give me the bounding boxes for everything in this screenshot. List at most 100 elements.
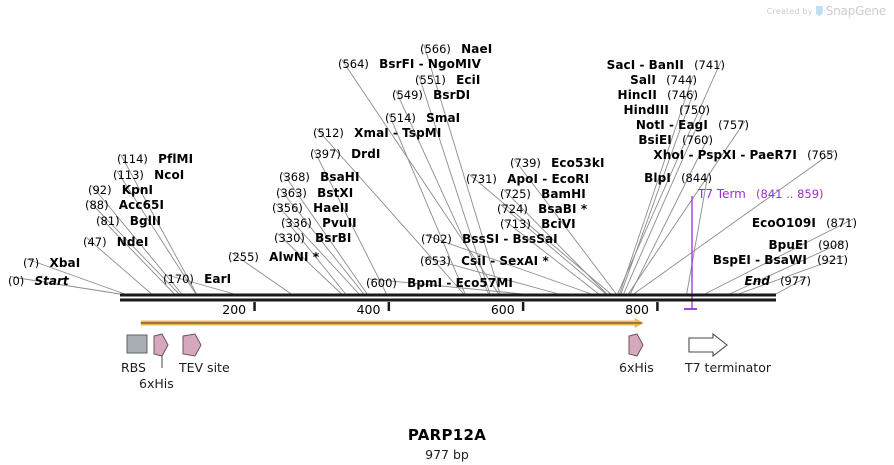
enzyme-site-position: (765) [807, 148, 838, 162]
enzyme-site-label[interactable]: BlpI (844) [644, 169, 712, 185]
enzyme-site-label[interactable]: BsiEI (760) [638, 131, 713, 147]
ruler-tick [521, 302, 525, 311]
enzyme-name: HincII [617, 88, 657, 102]
enzyme-site-label[interactable]: (368) BsaHI [279, 168, 360, 184]
enzyme-name: HaeII [313, 201, 349, 215]
enzyme-site-label[interactable]: (549) BsrDI [392, 86, 470, 102]
leader-line [418, 75, 491, 295]
t7-term-label[interactable]: T7 Term (841 .. 859) [698, 185, 824, 201]
enzyme-name: EagI [678, 118, 708, 132]
enzyme-name-separator: - [414, 57, 428, 71]
backbone-line-bottom [120, 298, 776, 302]
enzyme-name: XbaI [49, 256, 81, 270]
enzyme-site-position: (702) [421, 232, 452, 246]
feature-caption: 6xHis [619, 360, 654, 375]
enzyme-site-position: (871) [826, 216, 857, 230]
enzyme-site-label[interactable]: (653) CsiI - SexAI * [420, 252, 549, 268]
enzyme-name: NgoMIV [427, 57, 481, 71]
enzyme-site-label[interactable]: (731) ApoI - EcoRI [466, 170, 589, 186]
feature-glyph-arrow[interactable] [182, 333, 202, 357]
ruler-tick-label: 200 [222, 302, 247, 317]
enzyme-name: BsrFI [379, 57, 415, 71]
leader-line [341, 59, 500, 295]
enzyme-name: BssSI [462, 232, 500, 246]
enzyme-name: BsaWI [764, 253, 807, 267]
enzyme-name: EcoRI [551, 172, 590, 186]
enzyme-site-label[interactable]: (725) BamHI [500, 185, 586, 201]
enzyme-site-label[interactable]: (363) BstXI [276, 184, 353, 200]
ruler-tick-label: 400 [356, 302, 381, 317]
leader-line [513, 158, 617, 295]
enzyme-site-position: (113) [113, 168, 144, 182]
enzyme-name: ApoI [507, 172, 539, 186]
enzyme-site-position: (7) [23, 256, 40, 270]
enzyme-site-label[interactable]: (114) PflMI [117, 150, 193, 166]
enzyme-site-label[interactable]: (92) KpnI [88, 181, 153, 197]
enzyme-name: Acc65I [118, 198, 165, 212]
enzyme-site-label[interactable]: (512) XmaI - TspMI [313, 124, 441, 140]
enzyme-name: Start [34, 274, 69, 288]
enzyme-site-label[interactable]: (702) BssSI - BssSaI [421, 230, 558, 246]
enzyme-site-label[interactable]: HindIII (750) [624, 101, 711, 117]
enzyme-site-label[interactable]: (566) NaeI [420, 40, 492, 56]
enzyme-site-label[interactable]: (47) NdeI [83, 233, 148, 249]
enzyme-site-label[interactable]: (113) NcoI [113, 166, 184, 182]
enzyme-name: BsrBI [315, 231, 352, 245]
enzyme-site-label[interactable]: (255) AlwNI * [228, 248, 319, 264]
leader-line [279, 188, 365, 295]
enzyme-site-label[interactable]: (7) XbaI [23, 254, 80, 270]
enzyme-site-label[interactable]: XhoI - PspXI - PaeR7I (765) [653, 146, 838, 162]
enzyme-site-position: (713) [500, 217, 531, 231]
leader-line [369, 278, 523, 295]
enzyme-site-label[interactable]: NotI - EagI (757) [636, 116, 749, 132]
enzyme-site-position: (114) [117, 152, 148, 166]
leader-line [395, 90, 490, 295]
enzyme-site-label[interactable]: (551) EciI [415, 71, 480, 87]
enzyme-site-label[interactable]: (739) Eco53kI [510, 154, 605, 170]
enzyme-site-label[interactable]: (713) BciVI [500, 215, 576, 231]
leader-line [86, 237, 152, 295]
enzyme-site-label[interactable]: (81) BglII [96, 212, 161, 228]
enzyme-name: EcoO109I [751, 216, 816, 230]
enzyme-name: NotI [635, 118, 665, 132]
enzyme-name: NcoI [154, 168, 185, 182]
enzyme-site-label[interactable]: BpuEI (908) [768, 236, 849, 252]
enzyme-site-label[interactable]: (170) EarI [163, 270, 231, 286]
enzyme-site-label[interactable]: (564) BsrFI - NgoMIV [338, 55, 481, 71]
enzyme-site-label[interactable]: EcoO109I (871) [752, 214, 857, 230]
feature-glyph-arrow[interactable] [153, 333, 169, 357]
enzyme-site-label[interactable]: End (977) [745, 272, 811, 288]
enzyme-site-label[interactable]: (336) PvuII [281, 214, 357, 230]
enzyme-site-position: (363) [276, 186, 307, 200]
enzyme-name-separator: - [736, 148, 750, 162]
enzyme-name-separator: - [442, 276, 456, 290]
enzyme-site-label[interactable]: HincII (746) [618, 86, 698, 102]
enzyme-site-label[interactable]: BspEI - BsaWI (921) [713, 251, 848, 267]
leader-line [424, 234, 592, 295]
enzyme-site-label[interactable]: (514) SmaI [385, 109, 460, 125]
orf-arrow [140, 318, 644, 328]
enzyme-name-separator: - [750, 253, 765, 267]
enzyme-site-position: (600) [366, 276, 397, 290]
enzyme-name: BspEI [712, 253, 751, 267]
enzyme-site-label[interactable]: (724) BsaBI * [497, 200, 587, 216]
enzyme-site-position: (844) [681, 171, 712, 185]
enzyme-site-label[interactable]: (600) BpmI - Eco57MI [366, 274, 513, 290]
enzyme-site-label[interactable]: (397) DrdI [310, 145, 380, 161]
leader-line [99, 216, 175, 295]
feature-glyph-rbs[interactable] [126, 334, 148, 354]
enzyme-site-label[interactable]: (88) Acc65I [85, 196, 164, 212]
enzyme-site-label[interactable]: (0) Start [8, 272, 69, 288]
leader-line [166, 274, 235, 295]
snapgene-watermark: Created by SnapGene [767, 4, 886, 18]
enzyme-name: BlpI [644, 171, 671, 185]
enzyme-site-label[interactable]: (356) HaeII [272, 199, 349, 215]
enzyme-site-position: (908) [818, 238, 849, 252]
enzyme-site-label[interactable]: SalI (744) [630, 71, 697, 87]
enzyme-site-label[interactable]: (330) BsrBI [274, 229, 351, 245]
enzyme-site-position: (512) [313, 126, 344, 140]
feature-glyph-arrow[interactable] [628, 333, 644, 357]
feature-glyph-terminator[interactable] [688, 332, 728, 358]
enzyme-site-label[interactable]: SacI - BanII (741) [607, 56, 725, 72]
